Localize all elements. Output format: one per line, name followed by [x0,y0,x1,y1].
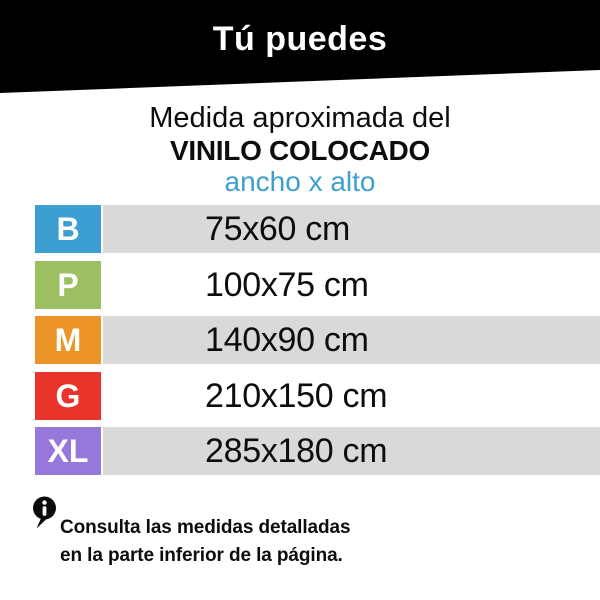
footer-note: Consulta las medidas detalladas en la pa… [60,514,351,569]
size-badge: M [35,316,101,364]
size-badge: P [35,260,101,309]
footer-note-line-2: en la parte inferior de la página. [60,544,343,566]
size-row: B 75x60 cm [35,205,600,253]
size-measurement: 75x60 cm [205,210,351,248]
size-measurement-bar: 285x180 cm [103,427,600,475]
size-measurement: 210x150 cm [205,376,388,415]
chart-title-block: Medida aproximada del VINILO COLOCADO an… [0,101,600,197]
info-icon [33,496,56,529]
size-measurement: 285x180 cm [205,432,388,470]
size-measurement-bar: 75x60 cm [103,205,600,253]
size-row: M 140x90 cm [35,316,600,364]
size-badge: B [35,205,101,253]
size-row: XL 285x180 cm [35,427,600,475]
size-measurement: 100x75 cm [205,265,369,304]
size-badge: G [35,371,101,420]
size-badge: XL [35,427,101,475]
header-banner: Tú puedes [0,0,600,93]
size-measurement-bar: 210x150 cm [103,372,600,420]
subtitle-line-1: Medida aproximada del [149,102,451,134]
size-measurement-bar: 140x90 cm [103,316,600,364]
size-table: B 75x60 cm P 100x75 cm M 140x90 cm [35,205,600,475]
headline: Tú puedes [212,20,388,58]
subtitle-line-2: VINILO COLOCADO [170,135,430,166]
footer-note-line-1: Consulta las medidas detalladas [60,517,351,538]
size-measurement-bar: 100x75 cm [103,261,600,309]
size-row: P 100x75 cm [35,260,600,309]
subtitle-line-3: ancho x alto [224,166,376,197]
size-measurement: 140x90 cm [205,321,369,359]
size-row: G 210x150 cm [35,371,600,420]
